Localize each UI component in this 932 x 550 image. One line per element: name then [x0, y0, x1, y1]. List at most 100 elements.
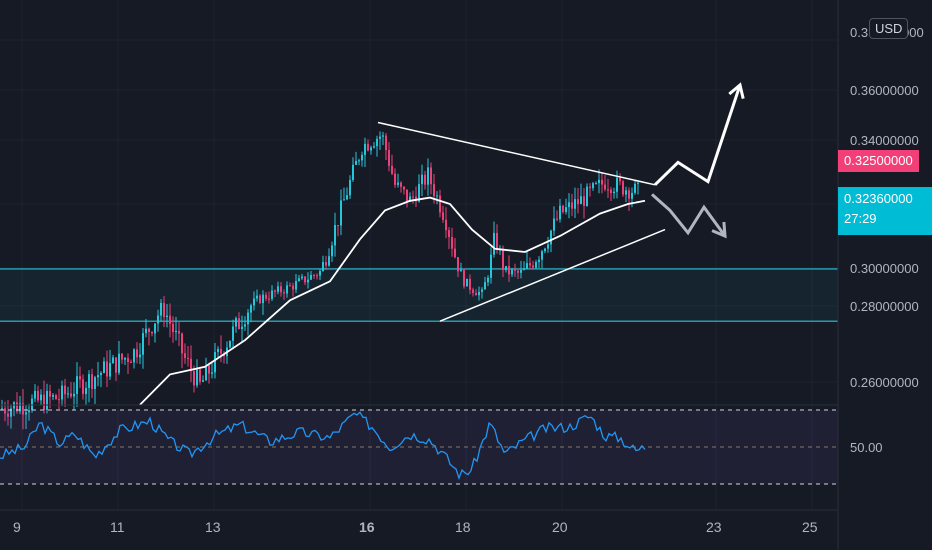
candle-body [361, 154, 363, 161]
candle-body [490, 254, 492, 278]
candle-body [391, 165, 393, 174]
candle-body [46, 390, 48, 410]
candle-body [4, 408, 6, 414]
candle-body [562, 205, 564, 213]
candle-body [583, 196, 585, 206]
candle-body [367, 143, 369, 151]
price-tick-label: 0.36000000 [850, 83, 919, 98]
time-tick-label: 9 [13, 519, 21, 535]
time-tick-label: 25 [802, 519, 818, 535]
candle-body [145, 328, 147, 334]
candle-body [355, 160, 357, 165]
candle-body [49, 390, 51, 397]
candle-body [34, 390, 36, 399]
candle-body [262, 294, 264, 304]
candle-body [448, 230, 450, 237]
candle-body [577, 199, 579, 205]
currency-button[interactable]: USD [869, 18, 909, 39]
candle-body [70, 393, 72, 397]
candle-body [403, 186, 405, 190]
candle-body [520, 270, 522, 273]
candle-body [250, 305, 252, 313]
candle-body [232, 326, 234, 341]
candle-body [268, 298, 270, 300]
candle-body [505, 265, 507, 271]
candle-body [322, 262, 324, 272]
candle-body [127, 357, 129, 363]
candle-body [457, 257, 459, 272]
support-zone [0, 268, 838, 322]
candle-body [31, 398, 33, 411]
candle-body [214, 352, 216, 373]
candle-body [169, 315, 171, 324]
candle-body [595, 183, 597, 185]
candle-body [400, 182, 402, 187]
candle-body [421, 174, 423, 185]
candle-body [571, 202, 573, 209]
candle-body [328, 256, 330, 266]
candle-body [574, 199, 576, 209]
candle-body [346, 195, 348, 200]
candle-body [55, 395, 57, 400]
candle-body [559, 205, 561, 220]
candle-body [181, 333, 183, 354]
candle-body [469, 278, 471, 290]
candle-body [40, 394, 42, 401]
candle-body [373, 146, 375, 148]
candle-body [16, 402, 18, 412]
rsi-line [0, 411, 646, 481]
candle-body [151, 332, 153, 334]
candle-body [418, 184, 420, 202]
triangle-lower-trendline [439, 228, 666, 322]
candle-body [601, 179, 603, 185]
candle-body [406, 189, 408, 202]
candle-body [298, 278, 300, 282]
candle-body [439, 195, 441, 213]
candle-body [334, 225, 336, 246]
candle-body [580, 196, 582, 205]
candle-body [442, 212, 444, 220]
candle-body [253, 298, 255, 306]
candle-body [364, 143, 366, 155]
candle-body [613, 191, 615, 194]
candle-body [157, 315, 159, 324]
candle-body [460, 269, 462, 272]
candle-body [85, 387, 87, 395]
candle-body [496, 232, 498, 250]
candle-body [370, 147, 372, 151]
candle-body [547, 244, 549, 249]
candle-body [304, 276, 306, 283]
candle-body [160, 302, 162, 316]
candle-body [295, 281, 297, 290]
candle-body [175, 330, 177, 333]
candle-body [436, 195, 438, 197]
candle-body [265, 294, 267, 299]
candle-body [529, 263, 531, 266]
price-tick-label: 0.34000000 [850, 133, 919, 148]
candle-body [445, 219, 447, 231]
candle-body [634, 183, 636, 193]
candle-body [244, 324, 246, 327]
candle-body [106, 361, 108, 377]
candle-body [64, 385, 66, 395]
candle-body [511, 269, 513, 275]
candle-body [37, 390, 39, 401]
candle-body [550, 230, 552, 245]
candle-body [451, 236, 453, 249]
candle-body [229, 340, 231, 348]
time-tick-label: 18 [455, 519, 471, 535]
candle-body [343, 199, 345, 201]
candlestick-series [1, 131, 639, 430]
candle-body [625, 190, 627, 195]
price-tick-top-left: 0.3 [850, 25, 868, 40]
time-tick-label: 16 [359, 519, 375, 535]
candle-body [535, 262, 537, 268]
candle-body [7, 413, 9, 417]
candle-body [514, 269, 516, 271]
candle-body [544, 248, 546, 252]
candle-body [58, 399, 60, 401]
candle-body [274, 290, 276, 292]
candle-body [91, 374, 93, 389]
candle-body [385, 135, 387, 151]
